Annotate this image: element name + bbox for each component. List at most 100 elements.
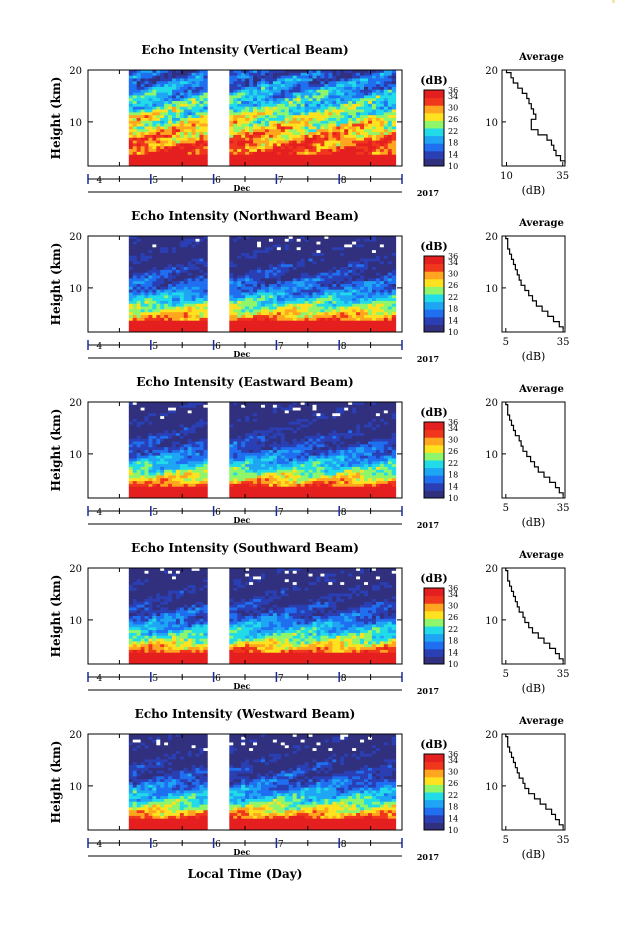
heatmap-cell bbox=[320, 115, 325, 119]
heatmap-cell bbox=[128, 438, 134, 442]
heatmap-cell bbox=[172, 424, 177, 428]
heatmap-cell bbox=[229, 289, 234, 293]
heatmap-cell bbox=[375, 281, 381, 285]
heatmap-cell bbox=[352, 247, 357, 251]
heatmap-cell bbox=[379, 309, 385, 313]
heatmap-cell bbox=[245, 123, 250, 127]
heatmap-cell bbox=[245, 140, 250, 144]
heatmap-cell bbox=[364, 151, 369, 156]
heatmap-cell bbox=[292, 238, 298, 243]
heatmap-cell bbox=[199, 140, 204, 144]
heatmap-cell bbox=[249, 92, 254, 96]
heatmap-cell bbox=[249, 326, 254, 330]
heatmap-cell bbox=[387, 300, 393, 305]
heatmap-cell bbox=[203, 475, 208, 479]
heatmap-cell bbox=[203, 444, 208, 448]
heatmap-cell bbox=[387, 78, 393, 82]
heatmap-cell bbox=[320, 312, 325, 316]
heatmap-cell bbox=[156, 255, 161, 259]
average-x-tick-label: 10 bbox=[500, 171, 513, 182]
heatmap-cell bbox=[300, 157, 305, 161]
heatmap-cell bbox=[387, 123, 393, 127]
heatmap-cell bbox=[288, 255, 294, 259]
heatmap-cell bbox=[148, 444, 153, 448]
heatmap-cell bbox=[156, 416, 161, 420]
heatmap-cell bbox=[152, 286, 157, 291]
heatmap-cell bbox=[312, 317, 317, 322]
heatmap-cell bbox=[348, 129, 353, 133]
heatmap-cell bbox=[132, 435, 138, 440]
heatmap-cell bbox=[148, 435, 153, 440]
heatmap-cell bbox=[164, 84, 169, 88]
heatmap-cell bbox=[379, 132, 385, 136]
heatmap-cell bbox=[383, 247, 389, 251]
heatmap-cell bbox=[203, 258, 208, 262]
heatmap-cell bbox=[360, 252, 365, 257]
heatmap-cell bbox=[199, 89, 204, 93]
heatmap-cell bbox=[264, 154, 270, 158]
heatmap-cell bbox=[367, 92, 373, 96]
heatmap-cell bbox=[284, 89, 290, 93]
heatmap-cell bbox=[367, 244, 373, 248]
heatmap-cell bbox=[391, 151, 397, 156]
heatmap-cell bbox=[272, 129, 278, 133]
heatmap-cell bbox=[164, 154, 169, 158]
heatmap-cell bbox=[261, 244, 266, 248]
heatmap-cell bbox=[128, 140, 134, 144]
heatmap-cell bbox=[203, 98, 208, 102]
heatmap-cell bbox=[195, 95, 200, 99]
heatmap-cell bbox=[387, 286, 393, 291]
heatmap-cell bbox=[245, 238, 250, 243]
heatmap-cell bbox=[320, 118, 325, 122]
heatmap-cell bbox=[360, 286, 365, 291]
heatmap-cell bbox=[284, 320, 290, 324]
heatmap-cell bbox=[152, 303, 157, 307]
heatmap-cell bbox=[156, 103, 161, 108]
heatmap-cell bbox=[128, 295, 134, 299]
heatmap-cell bbox=[280, 286, 286, 291]
heatmap-cell bbox=[168, 416, 173, 420]
heatmap-cell bbox=[132, 312, 138, 316]
heatmap-cell bbox=[288, 160, 294, 164]
heatmap-cell bbox=[237, 75, 242, 79]
heatmap-cell bbox=[344, 278, 349, 282]
heatmap-cell bbox=[387, 72, 393, 77]
heatmap-cell bbox=[140, 407, 145, 411]
heatmap-cell bbox=[360, 289, 365, 293]
heatmap-cell bbox=[241, 95, 246, 99]
heatmap-cell bbox=[172, 109, 177, 113]
heatmap-cell bbox=[312, 300, 317, 305]
heatmap-cell bbox=[160, 275, 165, 279]
heatmap-cell bbox=[241, 258, 246, 262]
heatmap-cell bbox=[276, 241, 282, 245]
heatmap-cell bbox=[152, 163, 157, 167]
heatmap-cell bbox=[175, 413, 181, 417]
colorbar-tick-label: 18 bbox=[448, 305, 458, 314]
heatmap-cell bbox=[383, 250, 389, 254]
heatmap-cell bbox=[168, 247, 173, 251]
heatmap-cell bbox=[328, 278, 333, 282]
heatmap-cell bbox=[304, 137, 309, 141]
heatmap-cell bbox=[199, 286, 204, 291]
heatmap-cell bbox=[156, 123, 161, 127]
heatmap-cell bbox=[183, 478, 189, 482]
heatmap-cell bbox=[136, 78, 141, 82]
heatmap-cell bbox=[288, 258, 294, 262]
heatmap-cell bbox=[272, 264, 278, 268]
heatmap-cell bbox=[172, 264, 177, 268]
heatmap-cell bbox=[140, 438, 145, 442]
heatmap-cell bbox=[249, 269, 254, 274]
heatmap-cell bbox=[352, 289, 357, 293]
heatmap-cell bbox=[308, 315, 313, 319]
heatmap-cell bbox=[128, 303, 134, 307]
heatmap-cell bbox=[241, 236, 246, 240]
heatmap-cell bbox=[140, 447, 145, 451]
heatmap-cell bbox=[312, 101, 317, 105]
heatmap-cell bbox=[316, 70, 321, 74]
heatmap-cell bbox=[144, 149, 149, 153]
heatmap-cell bbox=[375, 315, 381, 319]
heatmap-cell bbox=[160, 261, 165, 265]
heatmap-cell bbox=[233, 157, 238, 161]
heatmap-cell bbox=[164, 101, 169, 105]
